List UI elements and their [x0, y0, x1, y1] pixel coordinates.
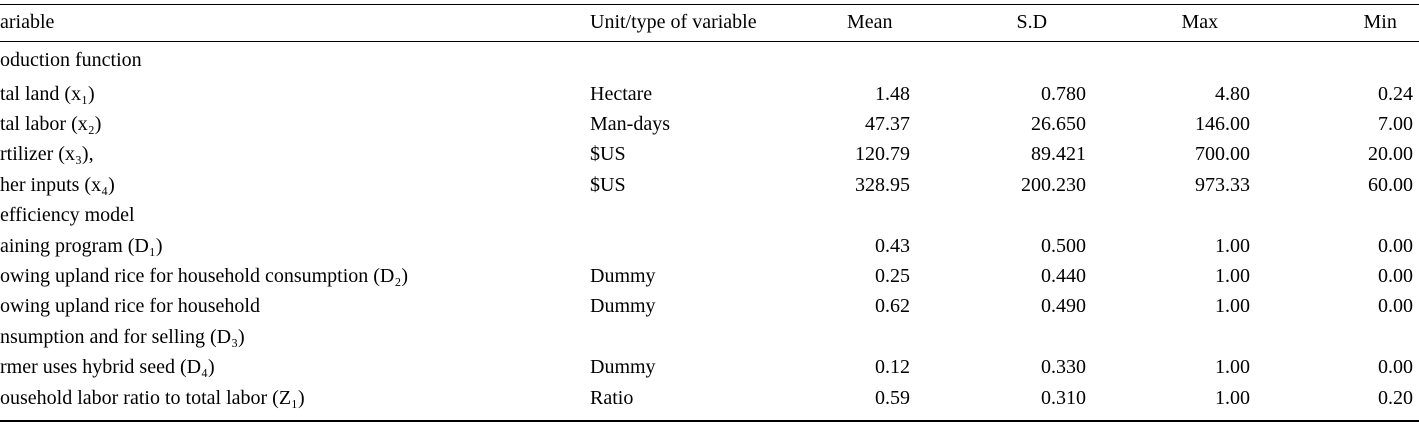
row-label: ousehold labor ratio to total labor (Z₁) [0, 387, 305, 409]
table-cell: 0.00 [1378, 235, 1413, 257]
table-cell: 0.24 [1378, 83, 1413, 105]
row-label: rmer uses hybrid seed (D₄) [0, 356, 215, 378]
table-cell: 1.00 [1215, 235, 1250, 257]
table-cell: 0.310 [1041, 387, 1086, 409]
table-cell: 1.00 [1215, 265, 1250, 287]
table-cell: 0.500 [1041, 235, 1086, 257]
row-label: tal labor (x₂) [0, 113, 102, 135]
table-cell: 89.421 [1031, 143, 1086, 165]
bottom-rule [0, 420, 1419, 422]
table-cell: 120.79 [855, 143, 910, 165]
header-cell: S.D [1016, 11, 1048, 33]
table-cell: Dummy [590, 295, 656, 317]
row-label: her inputs (x₄) [0, 174, 115, 196]
table-cell: Dummy [590, 265, 656, 287]
table-cell: 200.230 [1021, 174, 1086, 196]
row-label: owing upland rice for household consumpt… [0, 265, 409, 287]
row-label: rtilizer (x₃), [0, 143, 94, 165]
table-cell: 0.440 [1041, 265, 1086, 287]
table-cell: 0.00 [1378, 265, 1413, 287]
row-label: owing upland rice for household [0, 295, 260, 317]
top-rule [0, 4, 1419, 5]
row-label: oduction function [0, 49, 142, 71]
table-cell: 60.00 [1368, 174, 1413, 196]
table-cell: 20.00 [1368, 143, 1413, 165]
table-cell: 328.95 [855, 174, 910, 196]
table-cell: 0.330 [1041, 356, 1086, 378]
row-label: tal land (x₁) [0, 83, 95, 105]
table-cell: 7.00 [1378, 113, 1413, 135]
table-cell: 0.25 [875, 265, 910, 287]
table-cell: Hectare [590, 83, 653, 105]
table-cell: 0.490 [1041, 295, 1086, 317]
table-cell: 0.43 [875, 235, 910, 257]
table-cell: 0.12 [875, 356, 910, 378]
table-cell: 700.00 [1195, 143, 1250, 165]
table-cell: 47.37 [865, 113, 910, 135]
table-cell: 26.650 [1031, 113, 1086, 135]
table-cell: Dummy [590, 356, 656, 378]
table-cell: 0.00 [1378, 295, 1413, 317]
table-cell: Ratio [590, 387, 634, 409]
table-cell: 0.59 [875, 387, 910, 409]
header-rule [0, 41, 1419, 42]
table-cell: Man-days [590, 113, 670, 135]
header-cell: Unit/type of variable [590, 11, 757, 33]
table-cell: 0.780 [1041, 83, 1086, 105]
table-cell: $US [590, 143, 626, 165]
table-cell: 0.62 [875, 295, 910, 317]
header-cell: Min [1363, 11, 1397, 33]
table-cell: 1.48 [875, 83, 910, 105]
header-cell: ariable [0, 11, 55, 33]
table-cell: 0.00 [1378, 356, 1413, 378]
table-cell: 0.20 [1378, 387, 1413, 409]
table-cell: 1.00 [1215, 295, 1250, 317]
table-cell: 973.33 [1195, 174, 1250, 196]
row-label: aining program (D₁) [0, 235, 163, 257]
header-cell: Mean [847, 11, 893, 33]
table-cell: 1.00 [1215, 387, 1250, 409]
row-label: efficiency model [0, 204, 135, 226]
table-cell: 146.00 [1195, 113, 1250, 135]
header-cell: Max [1181, 11, 1219, 33]
table-cell: 1.00 [1215, 356, 1250, 378]
table-cell: 4.80 [1215, 83, 1250, 105]
row-label: nsumption and for selling (D₃) [0, 326, 245, 348]
table-cell: $US [590, 174, 626, 196]
